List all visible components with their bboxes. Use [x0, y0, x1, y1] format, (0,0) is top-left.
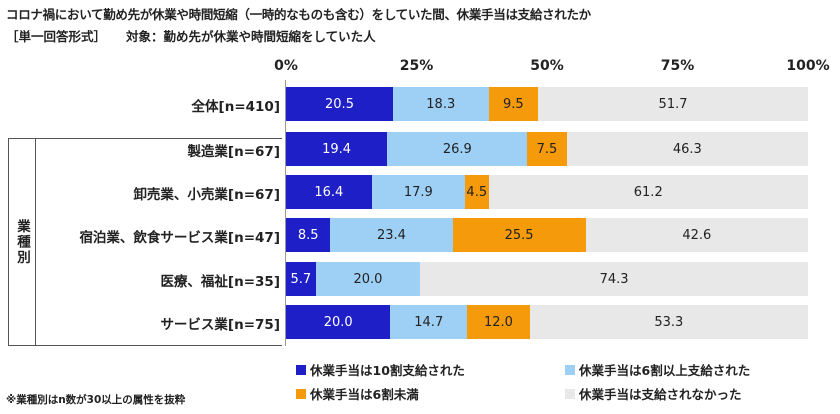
data-label: 5.7 — [290, 271, 312, 287]
data-label: 20.0 — [323, 314, 353, 330]
data-label: 51.7 — [658, 96, 688, 112]
x-tick-label: 25% — [399, 58, 434, 74]
bar-segment: 16.4 — [286, 175, 372, 209]
x-tick-label: 100% — [786, 58, 830, 74]
bar-segment: 20.0 — [315, 262, 421, 296]
bar-segment: 25.5 — [452, 218, 586, 252]
legend-item: 休業手当は6割未満 — [296, 384, 419, 403]
data-label: 4.5 — [466, 184, 488, 200]
data-label: 16.4 — [314, 184, 344, 200]
group-divider-top — [36, 138, 282, 139]
category-label: 宿泊業、飲食サービス業[n=47] — [79, 230, 280, 246]
data-label: 74.3 — [599, 271, 629, 287]
data-label: 9.5 — [502, 96, 524, 112]
x-tick-label: 50% — [530, 58, 564, 74]
bar-segment: 51.7 — [538, 87, 808, 121]
data-label: 46.3 — [672, 141, 702, 157]
bar-segment: 14.7 — [390, 305, 468, 339]
bar-segment: 20.5 — [286, 87, 393, 121]
legend-label: 休業手当は6割以上支給された — [579, 363, 751, 378]
data-label: 18.3 — [426, 96, 456, 112]
legend-swatch — [296, 364, 306, 375]
bar-segment: 5.7 — [286, 262, 316, 296]
chart-subtitle: ［単一回答形式］ 対象：勤め先が休業や時間短縮をしていた人 — [6, 26, 376, 45]
footnote: ※業種別はn数が30以上の属性を抜粋 — [6, 394, 186, 406]
bar-segment: 61.2 — [488, 175, 808, 209]
bar-row: 5.7 20.0 74.3 — [286, 262, 808, 296]
bar-segment: 20.0 — [286, 305, 391, 339]
data-label: 17.9 — [403, 184, 433, 200]
legend-swatch — [565, 364, 575, 375]
chart-title: コロナ禍において勤め先が休業や時間短縮（一時的なものも含む）をしていた間、休業手… — [6, 7, 591, 22]
category-label: 卸売業、小売業[n=67] — [133, 187, 280, 203]
data-label: 12.0 — [483, 314, 513, 330]
target-note: 対象：勤め先が休業や時間短縮をしていた人 — [126, 29, 376, 44]
answer-format: ［単一回答形式］ — [6, 29, 107, 44]
bar-segment: 74.3 — [420, 262, 808, 296]
group-label: 業種別 — [14, 218, 30, 266]
data-label: 8.5 — [297, 227, 319, 243]
group-bracket: 業種別 — [8, 138, 36, 346]
bar-row: 8.5 23.4 25.5 42.6 — [286, 218, 808, 252]
bar-segment: 23.4 — [330, 218, 453, 252]
data-label: 61.2 — [633, 184, 663, 200]
bar-segment: 26.9 — [387, 132, 528, 166]
legend-item: 休業手当は支給されなかった — [565, 384, 742, 403]
data-label: 42.6 — [682, 227, 712, 243]
bar-row: 16.4 17.9 4.5 61.2 — [286, 175, 808, 209]
data-label: 7.5 — [536, 141, 558, 157]
bar-segment: 46.3 — [566, 132, 809, 166]
data-label: 14.7 — [414, 314, 444, 330]
data-label: 23.4 — [376, 227, 406, 243]
y-axis-line — [285, 80, 286, 346]
bar-segment: 17.9 — [371, 175, 466, 209]
bar-segment: 18.3 — [393, 87, 489, 121]
legend-label: 休業手当は6割未満 — [310, 387, 419, 402]
data-label: 20.0 — [353, 271, 383, 287]
bar-segment: 42.6 — [585, 218, 808, 252]
bar-row: 20.0 14.7 12.0 53.3 — [286, 305, 808, 339]
x-tick-label: 0% — [274, 58, 298, 74]
category-label: サービス業[n=75] — [160, 317, 280, 333]
data-label: 53.3 — [654, 314, 684, 330]
data-label: 20.5 — [325, 96, 354, 112]
bar-segment: 8.5 — [286, 218, 331, 252]
category-label: 製造業[n=67] — [187, 144, 280, 160]
legend-item: 休業手当は6割以上支給された — [565, 360, 750, 379]
data-label: 19.4 — [322, 141, 352, 157]
group-divider-bottom — [36, 345, 282, 346]
bar-segment: 53.3 — [529, 305, 808, 339]
data-label: 26.9 — [442, 141, 472, 157]
category-label: 医療、福祉[n=35] — [160, 274, 280, 290]
bar-segment: 4.5 — [465, 175, 489, 209]
bar-row: 19.4 26.9 7.5 46.3 — [286, 132, 809, 166]
legend-item: 休業手当は10割支給された — [296, 360, 465, 379]
legend-label: 休業手当は支給されなかった — [579, 387, 742, 402]
legend-swatch — [565, 388, 575, 399]
data-label: 25.5 — [504, 227, 534, 243]
x-tick-label: 75% — [660, 58, 695, 74]
bar-segment: 19.4 — [286, 132, 388, 166]
bar-segment: 12.0 — [467, 305, 530, 339]
legend-label: 休業手当は10割支給された — [310, 363, 465, 378]
bar-segment: 9.5 — [488, 87, 539, 121]
bar-row: 20.5 18.3 9.5 51.7 — [286, 87, 808, 121]
bar-segment: 7.5 — [527, 132, 567, 166]
legend-swatch — [296, 388, 306, 399]
category-label: 全体[n=410] — [191, 99, 280, 115]
